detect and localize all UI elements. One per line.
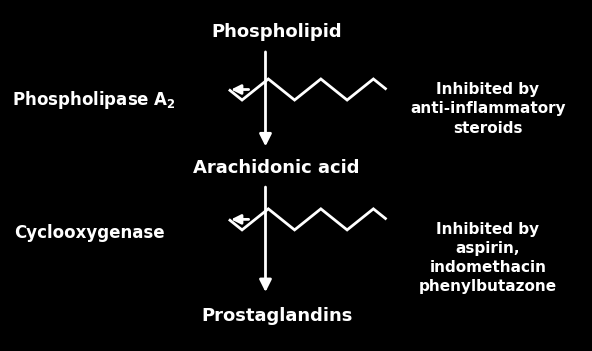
Text: Prostaglandins: Prostaglandins: [201, 307, 352, 325]
Text: Arachidonic acid: Arachidonic acid: [194, 159, 360, 178]
Text: Cyclooxygenase: Cyclooxygenase: [14, 224, 165, 243]
Text: $\mathbf{Phospholipase\ A_2}$: $\mathbf{Phospholipase\ A_2}$: [12, 89, 176, 111]
Text: Inhibited by
anti-inflammatory
steroids: Inhibited by anti-inflammatory steroids: [410, 82, 566, 135]
Text: Inhibited by
aspirin,
indomethacin
phenylbutazone: Inhibited by aspirin, indomethacin pheny…: [419, 222, 557, 294]
Text: Phospholipid: Phospholipid: [211, 22, 342, 41]
